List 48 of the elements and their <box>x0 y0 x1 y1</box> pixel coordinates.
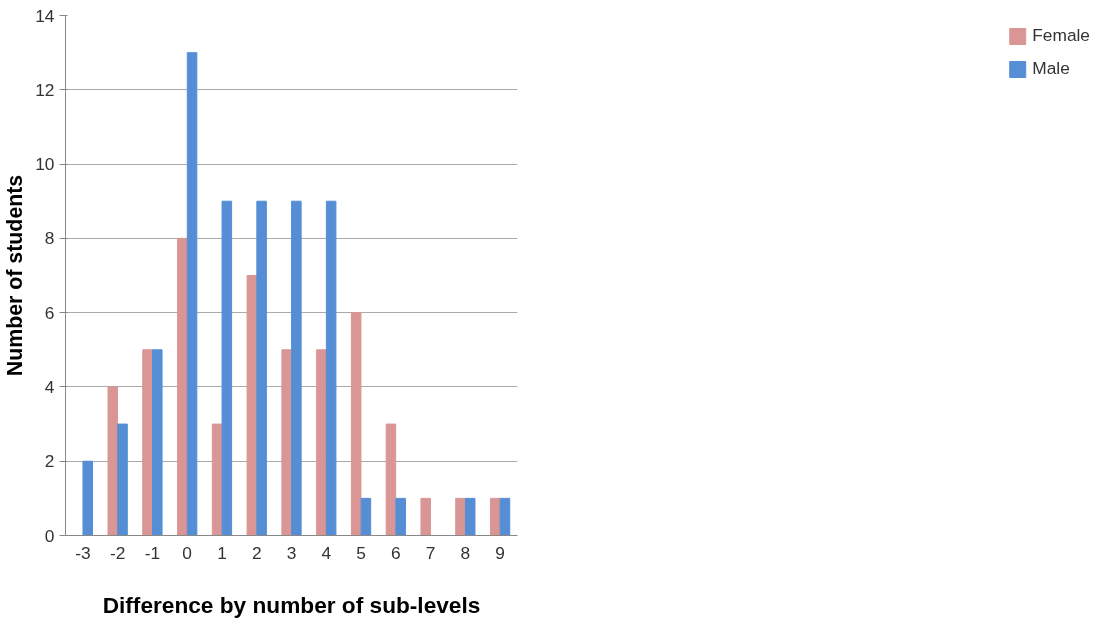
x-tick-label: 1 <box>217 542 227 563</box>
bar <box>117 423 128 536</box>
bar <box>420 497 431 536</box>
bar <box>385 423 397 536</box>
x-tick-label: 5 <box>356 542 366 563</box>
bar <box>464 497 476 536</box>
y-tick-label: 2 <box>44 451 55 472</box>
x-tick-label: 2 <box>251 542 262 563</box>
x-tick-label: -1 <box>144 542 161 563</box>
x-tick-label: 6 <box>390 542 401 563</box>
x-tick-label: -3 <box>75 542 91 563</box>
x-axis-title: Difference by number of sub-levels <box>102 591 481 618</box>
bar <box>152 349 163 536</box>
x-tick-label: 3 <box>286 542 297 563</box>
y-axis-title: Number of students <box>3 174 28 377</box>
bar <box>186 52 198 536</box>
bar <box>395 497 406 536</box>
y-tick-label: 6 <box>44 302 55 323</box>
bar <box>281 349 292 536</box>
bar <box>455 497 466 536</box>
bar <box>350 312 362 536</box>
bar <box>221 200 233 536</box>
bar <box>325 200 337 536</box>
y-tick-label: 0 <box>44 525 55 546</box>
bar <box>360 497 372 536</box>
bar <box>177 237 188 536</box>
x-tick-label: 4 <box>321 542 332 563</box>
bar <box>316 349 327 536</box>
y-tick-label: 14 <box>35 5 55 26</box>
y-tick-label: 8 <box>44 228 55 249</box>
x-tick-label: 9 <box>495 542 505 563</box>
bar <box>82 460 94 536</box>
x-tick-label: 0 <box>182 542 193 563</box>
bar <box>246 275 258 536</box>
y-tick-label: 10 <box>35 154 55 175</box>
y-tick-label: 4 <box>44 376 55 397</box>
legend-label: Male <box>1032 58 1070 79</box>
bar <box>142 349 153 536</box>
x-tick-label: 8 <box>460 542 471 563</box>
x-tick-label: 7 <box>425 542 436 563</box>
bar <box>291 200 302 536</box>
bar <box>256 200 267 536</box>
bar <box>499 497 511 536</box>
y-tick-label: 12 <box>35 79 55 100</box>
bar <box>489 497 501 536</box>
x-tick-label: -2 <box>109 542 126 563</box>
bar <box>107 386 119 536</box>
legend-label: Female <box>1032 25 1090 46</box>
